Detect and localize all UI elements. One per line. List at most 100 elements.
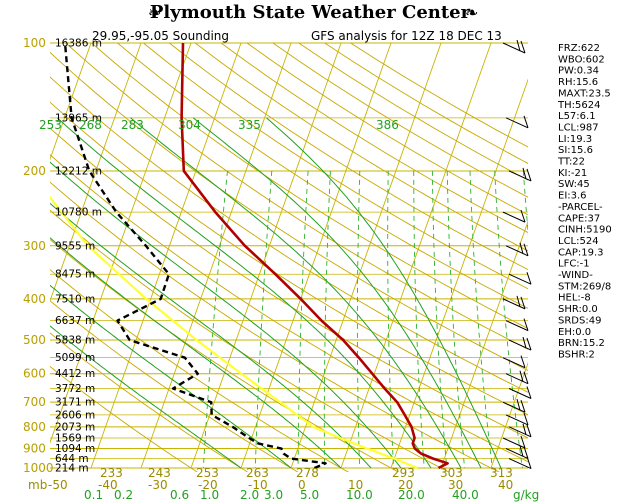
moist-adiabat-line — [50, 237, 342, 469]
temperature-profile-line — [180, 42, 449, 470]
plot-area — [50, 42, 528, 472]
temperature-tick-label: -40 — [98, 478, 118, 492]
height-tick-label: 3772 m — [55, 383, 95, 395]
mixing-ratio-tick-label: 1.0 — [200, 488, 219, 502]
stat-line: STM:269/8 — [558, 281, 611, 292]
dewpoint-profile-line — [63, 42, 327, 470]
dry-adiabat-line — [50, 154, 528, 463]
pressure-tick-label: 200 — [23, 164, 46, 178]
mixing-ratio-line — [431, 170, 448, 469]
pressure-tick-label: 100 — [23, 36, 46, 50]
theta-e-label-top: 268 — [79, 118, 102, 132]
mixing-ratio-tick-label: 10.0 — [346, 488, 373, 502]
header-logo-right: ❧ — [465, 3, 478, 22]
wind-barb — [508, 272, 532, 285]
stat-line: CINH:5190 — [558, 225, 612, 236]
pressure-tick-label: 300 — [23, 239, 46, 253]
wind-barb — [508, 456, 532, 469]
wind-barb — [505, 412, 529, 426]
pressure-tick-label: 500 — [23, 333, 46, 347]
mixing-ratio-line — [522, 170, 528, 236]
mixing-ratio-line — [323, 170, 331, 469]
wind-barb — [502, 39, 526, 54]
height-tick-label: 2606 m — [55, 409, 95, 421]
dry-adiabat-line — [50, 209, 450, 472]
dry-adiabat-line — [50, 127, 528, 439]
height-tick-label: 12212 m — [55, 165, 102, 177]
mixing-ratio-line — [387, 170, 395, 469]
theta-e-label-bottom: 303 — [440, 466, 463, 480]
height-tick-label: 9555 m — [55, 240, 95, 252]
height-tick-label: 2073 m — [55, 421, 95, 433]
temperature-tick-label: 0 — [298, 478, 306, 492]
dry-adiabat-line — [50, 332, 249, 472]
height-tick-label: 5838 m — [55, 335, 95, 347]
wind-barb — [502, 435, 526, 449]
isotherm-line — [290, 42, 442, 469]
height-tick-label: 10780 m — [55, 207, 102, 219]
mixing-ratio-line — [469, 170, 493, 469]
stat-line: L57:6.1 — [558, 111, 596, 122]
moist-adiabat-line — [56, 117, 432, 469]
theta-e-label-top: 253 — [39, 118, 62, 132]
pressure-tick-label: 1000 — [23, 461, 54, 475]
stat-line: SRDS:49 — [558, 315, 601, 326]
temperature-tick-label: 10 — [348, 478, 363, 492]
moist-adiabat-line — [50, 284, 292, 469]
isotherm-line — [390, 78, 528, 469]
height-tick-label: 1569 m — [55, 433, 95, 445]
dry-adiabat-line — [50, 269, 349, 472]
mixing-ratio-tick-label: 0.1 — [84, 488, 103, 502]
dry-adiabat-line — [65, 42, 528, 350]
isotherm-line — [140, 42, 292, 469]
theta-e-label-bottom: 293 — [392, 466, 415, 480]
theta-e-label-top: 283 — [121, 118, 144, 132]
theta-e-label-bottom: 253 — [196, 466, 219, 480]
mixing-ratio-line — [297, 170, 309, 468]
dry-adiabat-line — [50, 365, 198, 472]
height-tick-label: 3171 m — [55, 397, 95, 409]
wind-barb — [508, 167, 532, 182]
stat-line: HEL:-8 — [558, 293, 591, 304]
stat-line: WBO:602 — [558, 54, 605, 65]
stat-line: PW:0.34 — [558, 66, 599, 77]
dry-adiabat-line — [91, 42, 528, 330]
mixing-ratio-line — [446, 170, 466, 469]
pressure-tick-label: 400 — [23, 292, 46, 306]
mixing-ratio-tick-label: 40.0 — [452, 488, 479, 502]
theta-e-label-bottom: 278 — [296, 466, 319, 480]
mixing-ratio-line — [413, 170, 425, 469]
isotherm-line — [240, 42, 392, 469]
dry-adiabat-line — [194, 42, 528, 252]
wind-barb — [508, 386, 532, 399]
stat-line: FRZ:622 — [558, 43, 600, 54]
dry-adiabat-line — [50, 300, 299, 472]
dry-adiabat-line — [143, 42, 528, 290]
height-tick-label: 5099 m — [55, 352, 95, 364]
isotherm-line — [50, 42, 92, 161]
header-logo-left: ❧ — [148, 3, 161, 22]
stat-line: TT:22 — [557, 157, 585, 168]
dry-adiabat-line — [50, 238, 400, 472]
moist-adiabat-line — [50, 325, 242, 469]
mixing-ratio-line — [202, 170, 228, 469]
stat-line: SHR:0.0 — [558, 304, 598, 315]
pressure-tick-label: 900 — [23, 442, 46, 456]
mixing-ratio-line — [356, 170, 361, 469]
wind-barb — [505, 115, 529, 129]
stat-line: SI:15.6 — [558, 145, 593, 156]
theta-e-label-bottom: 313 — [490, 466, 513, 480]
moist-adiabat-line — [50, 161, 402, 469]
temperature-tick-label: -20 — [198, 478, 218, 492]
pressure-tick-label: 800 — [23, 420, 46, 434]
height-tick-label: 16386 m — [55, 38, 102, 50]
height-tick-label: 1094 m — [55, 443, 95, 455]
theta-e-label-top: 304 — [178, 118, 201, 132]
wind-barb — [502, 399, 526, 413]
stat-line: MAXT:23.5 — [558, 88, 611, 99]
isotherm-line — [440, 220, 528, 469]
height-tick-label: 7510 m — [55, 293, 95, 305]
stat-line: LFC:-1 — [558, 259, 590, 270]
